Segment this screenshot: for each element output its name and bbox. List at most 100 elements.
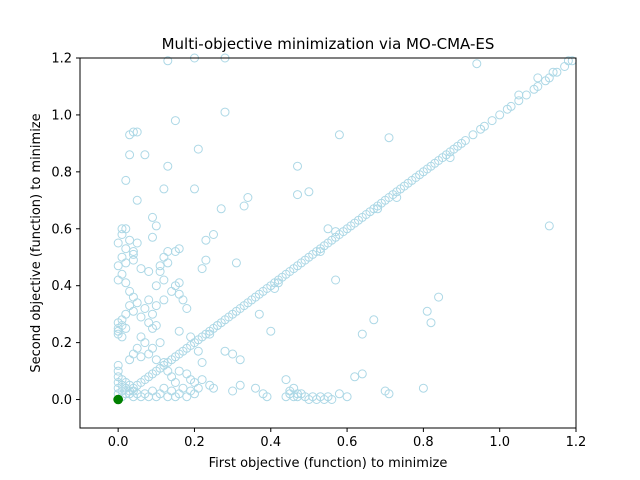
data-point [155, 267, 165, 276]
y-axis-ticks: 0.0 0.2 0.4 0.6 0.8 1.0 1.2 [51, 52, 80, 408]
x-tick-label: 1.2 [566, 435, 587, 450]
data-point [235, 380, 245, 390]
data-point [426, 318, 436, 328]
y-tick-label: 0.6 [51, 222, 72, 237]
data-point [121, 323, 131, 333]
data-point [205, 329, 215, 339]
data-point [159, 275, 169, 285]
x-tick-label: 0.8 [413, 435, 434, 450]
y-tick-label: 0.2 [51, 336, 72, 351]
data-point [178, 383, 188, 393]
data-point [159, 184, 169, 194]
data-point [178, 295, 188, 305]
data-point [159, 383, 169, 393]
data-point [117, 269, 127, 279]
data-point [159, 295, 169, 305]
data-point [151, 321, 161, 330]
data-point [163, 56, 173, 66]
data-point [392, 193, 402, 202]
data-point [197, 375, 207, 385]
data-point [148, 309, 157, 319]
data-point [228, 349, 238, 359]
data-point [548, 67, 558, 77]
data-point [174, 278, 184, 288]
data-point [121, 278, 131, 288]
data-point [418, 383, 428, 393]
data-point [197, 264, 207, 274]
scatter-points [113, 53, 577, 404]
data-point [533, 73, 543, 83]
data-point [251, 383, 260, 393]
data-point [151, 281, 161, 291]
data-point [209, 230, 218, 239]
data-point [113, 360, 123, 370]
data-point [243, 193, 253, 202]
data-point [357, 369, 367, 379]
data-point [193, 346, 203, 356]
data-point [170, 378, 180, 387]
data-point [113, 261, 123, 271]
data-point [121, 244, 131, 254]
y-tick-label: 1.0 [51, 108, 72, 123]
data-point [128, 247, 138, 256]
data-point [193, 144, 203, 154]
data-point [262, 392, 272, 402]
data-point [117, 332, 127, 342]
data-point [163, 161, 173, 171]
data-point [331, 275, 341, 285]
data-point [445, 153, 455, 163]
data-point [132, 238, 142, 248]
x-tick-label: 0.6 [337, 435, 358, 450]
data-point [132, 127, 142, 137]
data-point [128, 127, 138, 137]
y-tick-label: 1.2 [51, 52, 72, 67]
data-point [533, 82, 543, 91]
data-point [289, 383, 299, 393]
data-point [159, 358, 169, 367]
data-point [113, 238, 123, 248]
data-point [209, 383, 218, 393]
data-point [544, 221, 554, 231]
data-point [384, 389, 394, 399]
data-point [323, 224, 333, 234]
data-point [212, 321, 222, 330]
data-point [270, 284, 280, 293]
x-tick-label: 0.4 [260, 435, 281, 450]
data-point [422, 306, 432, 316]
data-point [125, 150, 135, 160]
data-point [140, 150, 150, 160]
data-point [495, 110, 505, 120]
data-point [186, 332, 196, 342]
data-point [468, 130, 478, 140]
data-point [472, 59, 482, 69]
data-point [136, 352, 146, 362]
data-point [357, 329, 367, 339]
data-point [228, 386, 238, 396]
x-tick-label: 0.0 [108, 435, 129, 450]
data-point [144, 295, 154, 305]
chart-title: Multi-objective minimization via MO-CMA-… [162, 35, 495, 53]
data-point [563, 56, 573, 66]
data-point [434, 292, 444, 302]
y-tick-label: 0.4 [51, 279, 72, 294]
data-point [174, 366, 184, 376]
data-point [220, 107, 230, 117]
y-tick-label: 0.0 [51, 393, 72, 408]
data-point [315, 247, 325, 256]
data-point [460, 136, 470, 145]
x-tick-label: 1.0 [489, 435, 510, 450]
data-point [182, 304, 192, 313]
data-point [121, 175, 131, 185]
pareto-point [113, 395, 123, 404]
data-point [132, 298, 142, 308]
data-point [281, 375, 291, 385]
data-point [216, 204, 226, 214]
data-point [384, 133, 394, 143]
data-point [342, 392, 352, 402]
data-point [136, 312, 146, 322]
data-point [190, 378, 199, 387]
data-point [487, 116, 497, 126]
data-point [170, 116, 180, 126]
data-point [125, 355, 135, 365]
data-point [479, 121, 489, 131]
